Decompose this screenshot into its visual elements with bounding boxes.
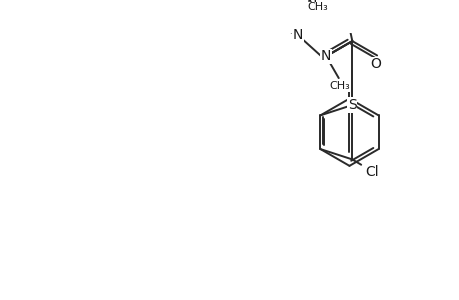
Text: N: N [306,0,316,12]
Text: N: N [320,49,330,63]
Text: S: S [347,98,356,112]
Text: O: O [369,57,380,71]
Text: CH₃: CH₃ [329,81,349,91]
Text: Cl: Cl [364,165,378,179]
Text: N: N [292,28,303,42]
Text: CH₃: CH₃ [306,2,327,12]
